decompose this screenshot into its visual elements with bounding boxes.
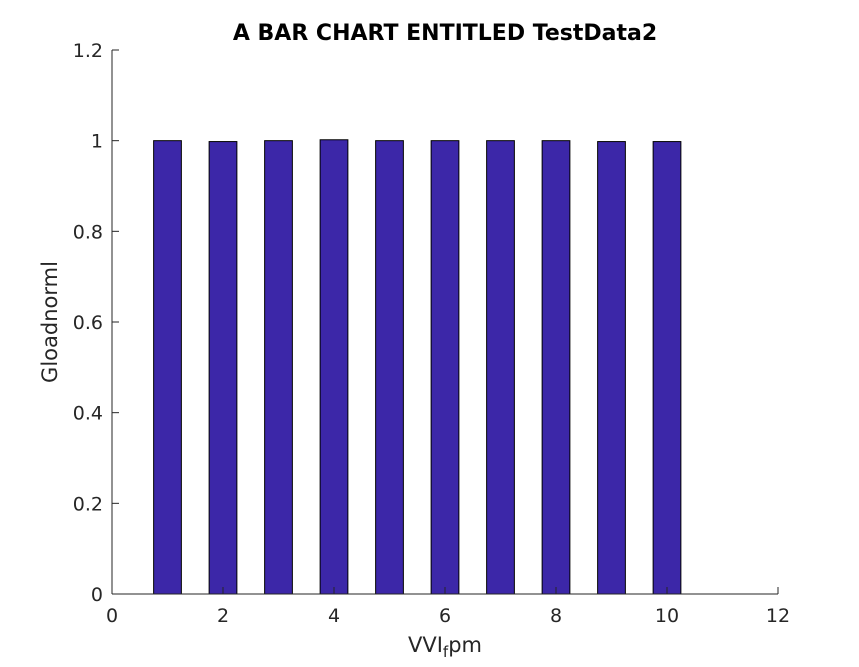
- chart-title: A BAR CHART ENTITLED TestData2: [233, 21, 657, 46]
- x-axis-label: VVIfpm: [408, 633, 482, 661]
- y-tick-label: 1: [91, 131, 103, 153]
- y-tick-label: 0: [91, 584, 103, 606]
- bar-10: [652, 141, 682, 595]
- bar-2: [208, 141, 238, 595]
- x-axis-ticks: 0 2 4 6 8 10 12: [106, 587, 790, 627]
- bar-9: [597, 141, 626, 595]
- bar-7: [486, 140, 515, 595]
- bar-4: [319, 139, 349, 595]
- bar-6: [430, 140, 460, 595]
- bar-3: [264, 140, 293, 595]
- x-tick-label: 10: [655, 605, 679, 627]
- bar-1: [153, 140, 182, 595]
- x-tick-label: 6: [439, 605, 451, 627]
- y-axis-ticks: 0 0.2 0.4 0.6 0.8 1 1.2: [73, 40, 119, 606]
- x-tick-label: 8: [550, 605, 562, 627]
- x-axis-label-suffix: pm: [448, 633, 482, 657]
- x-tick-label: 4: [328, 605, 340, 627]
- y-tick-label: 0.6: [73, 312, 103, 334]
- y-axis-label: Gloadnorml: [38, 261, 62, 383]
- x-tick-label: 12: [766, 605, 790, 627]
- bar-8: [541, 140, 571, 595]
- y-tick-label: 0.4: [73, 403, 103, 425]
- y-tick-label: 0.2: [73, 493, 103, 515]
- bars-group: [153, 139, 682, 595]
- y-tick-label: 0.8: [73, 221, 103, 243]
- x-tick-label: 0: [106, 605, 118, 627]
- x-axis-label-subscript: f: [443, 643, 449, 661]
- bar-5: [375, 140, 404, 595]
- y-tick-label: 1.2: [73, 40, 103, 62]
- x-axis-label-main: VVI: [408, 633, 443, 657]
- x-tick-label: 2: [217, 605, 229, 627]
